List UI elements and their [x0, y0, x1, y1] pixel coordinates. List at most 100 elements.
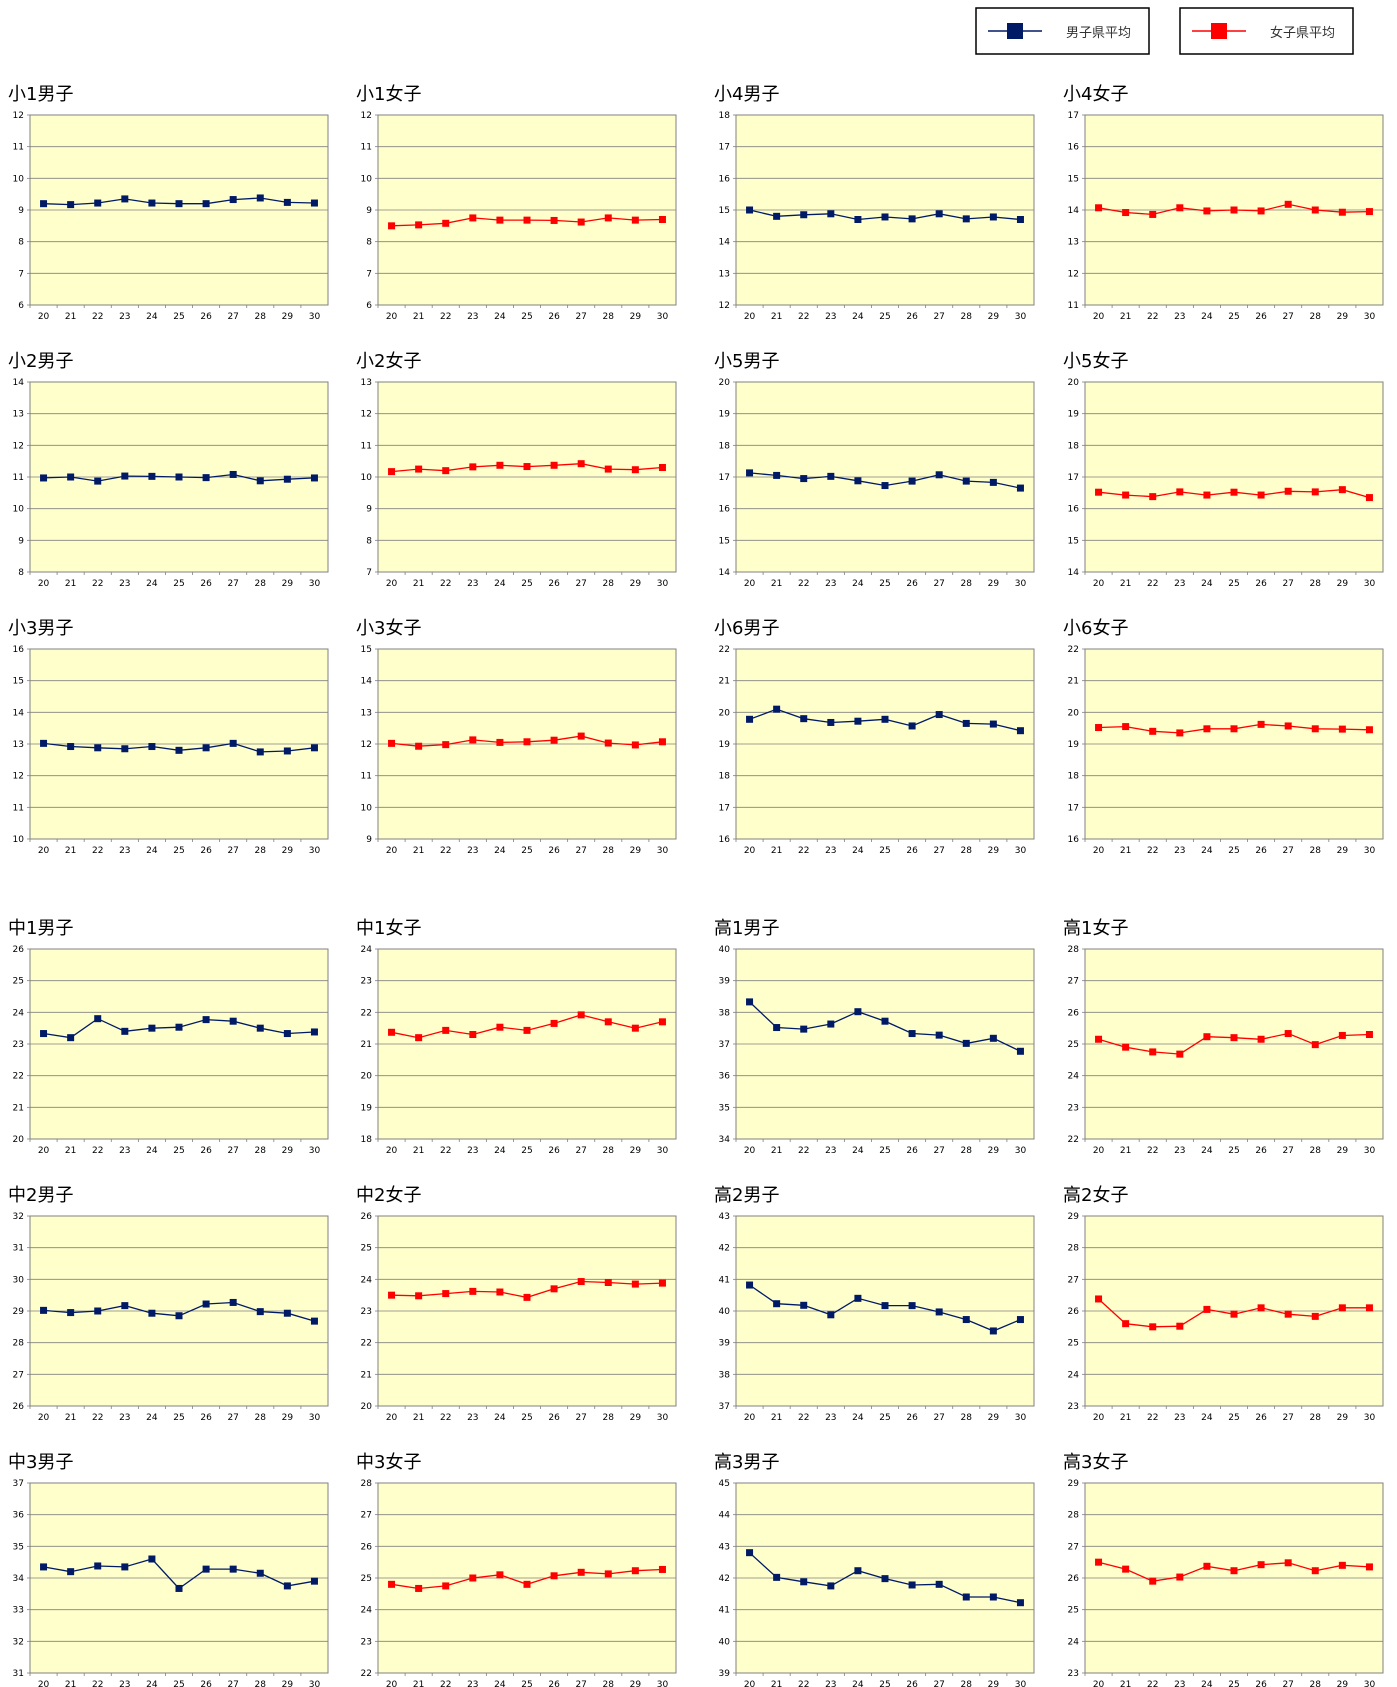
data-point — [1284, 1310, 1292, 1318]
y-tick-label: 44 — [719, 1511, 731, 1521]
x-tick-label: 24 — [1201, 1413, 1213, 1423]
x-tick-label: 20 — [1093, 1413, 1105, 1423]
data-point — [496, 1288, 504, 1296]
y-tick-label: 14 — [719, 238, 731, 248]
data-point — [1230, 725, 1238, 733]
x-tick-label: 28 — [255, 1413, 267, 1423]
y-tick-label: 14 — [361, 677, 373, 687]
y-tick-label: 25 — [361, 1244, 372, 1254]
y-tick-label: 17 — [1068, 803, 1079, 813]
x-tick-label: 28 — [603, 1146, 615, 1156]
y-tick-label: 11 — [13, 143, 24, 153]
x-tick-label: 20 — [386, 312, 398, 322]
data-point — [908, 1581, 916, 1589]
x-tick-label: 20 — [744, 312, 756, 322]
y-tick-label: 11 — [1068, 301, 1079, 311]
chart-title: 小3女子 — [356, 618, 421, 639]
x-tick-label: 21 — [413, 579, 424, 589]
data-point — [1257, 491, 1265, 499]
y-tick-label: 28 — [13, 1339, 25, 1349]
y-tick-label: 38 — [719, 1008, 731, 1018]
data-point — [94, 1562, 102, 1570]
y-tick-label: 17 — [719, 143, 730, 153]
x-tick-label: 25 — [879, 1680, 890, 1687]
x-tick-label: 21 — [65, 846, 76, 856]
x-tick-label: 26 — [1255, 312, 1267, 322]
x-tick-label: 25 — [879, 846, 890, 856]
y-tick-label: 34 — [719, 1135, 731, 1145]
y-tick-label: 40 — [719, 945, 731, 955]
y-tick-label: 25 — [1068, 1040, 1079, 1050]
y-tick-label: 13 — [361, 378, 372, 388]
chart-title: 高3男子 — [714, 1452, 779, 1473]
data-point — [175, 1023, 183, 1031]
x-tick-label: 21 — [771, 312, 782, 322]
data-point — [1203, 725, 1211, 733]
chart-panel: 小4女子 11 12 13 14 15 16 17 20 21 22 23 24 25 26 27 28 29 30 — [1063, 84, 1384, 322]
chart-panel: 小5女子 14 15 16 17 18 19 20 20 21 22 23 24 25 26 27 28 29 30 — [1063, 351, 1384, 589]
x-tick-label: 29 — [282, 579, 294, 589]
y-tick-label: 26 — [361, 1542, 373, 1552]
data-point — [121, 1302, 129, 1310]
y-tick-label: 16 — [719, 835, 731, 845]
data-point — [40, 200, 48, 208]
data-point — [1284, 722, 1292, 730]
data-point — [1016, 484, 1024, 492]
chart-title: 中1男子 — [8, 918, 73, 939]
x-tick-label: 28 — [603, 846, 615, 856]
data-point — [175, 1584, 183, 1592]
x-tick-label: 27 — [1282, 579, 1293, 589]
data-point — [1016, 1316, 1024, 1324]
x-tick-label: 27 — [227, 1413, 238, 1423]
data-point — [800, 1301, 808, 1309]
chart-panel: 小1女子 6 7 8 9 10 11 12 20 21 22 23 24 25 26 27 28 29 30 — [356, 84, 677, 322]
y-tick-label: 8 — [18, 568, 24, 578]
data-point — [496, 738, 504, 746]
data-point — [67, 201, 75, 209]
x-tick-label: 24 — [1201, 846, 1213, 856]
x-tick-label: 21 — [65, 579, 76, 589]
data-point — [550, 1572, 558, 1580]
data-point — [148, 1024, 156, 1032]
x-tick-label: 24 — [494, 1680, 506, 1687]
x-tick-label: 25 — [521, 1146, 532, 1156]
chart-panel: 中2男子 26 27 28 29 30 31 32 20 21 22 23 24 25 26 27 28 29 30 — [8, 1185, 329, 1423]
chart-title: 小6女子 — [1063, 618, 1128, 639]
chart-panel: 小5男子 14 15 16 17 18 19 20 20 21 22 23 24 25 26 27 28 29 30 — [714, 351, 1035, 589]
data-point — [469, 1031, 477, 1038]
chart-panel: 高2女子 23 24 25 26 27 28 29 20 21 22 23 24 25 26 27 28 29 30 — [1063, 1185, 1384, 1423]
x-tick-label: 24 — [852, 312, 864, 322]
x-tick-label: 30 — [1015, 1146, 1027, 1156]
data-point — [40, 1306, 48, 1314]
x-tick-label: 20 — [386, 1146, 398, 1156]
y-tick-label: 43 — [719, 1212, 730, 1222]
data-point — [388, 739, 396, 747]
x-tick-label: 28 — [961, 1680, 973, 1687]
data-point — [854, 216, 862, 223]
x-tick-label: 26 — [906, 1413, 918, 1423]
data-point — [800, 1025, 808, 1033]
x-tick-label: 30 — [1015, 579, 1027, 589]
y-tick-label: 19 — [1068, 740, 1080, 750]
data-point — [202, 1016, 210, 1024]
chart-title: 小3男子 — [8, 618, 73, 639]
y-tick-label: 6 — [366, 301, 372, 311]
x-tick-label: 22 — [92, 846, 103, 856]
x-tick-label: 28 — [961, 579, 973, 589]
data-point — [935, 1308, 943, 1316]
chart-panel: 高1女子 22 23 24 25 26 27 28 20 21 22 23 24 25 26 27 28 29 30 — [1063, 918, 1384, 1156]
x-tick-label: 23 — [825, 1146, 836, 1156]
x-tick-label: 20 — [38, 846, 50, 856]
data-point — [800, 475, 808, 483]
y-tick-label: 11 — [361, 772, 372, 782]
x-tick-label: 26 — [200, 312, 212, 322]
x-tick-label: 26 — [1255, 579, 1267, 589]
data-point — [604, 739, 612, 747]
x-tick-label: 24 — [852, 579, 864, 589]
data-point — [989, 1593, 997, 1601]
x-tick-label: 25 — [879, 1146, 890, 1156]
y-tick-label: 37 — [719, 1040, 730, 1050]
y-tick-label: 42 — [719, 1244, 730, 1254]
x-tick-label: 29 — [988, 579, 1000, 589]
data-point — [827, 472, 835, 480]
